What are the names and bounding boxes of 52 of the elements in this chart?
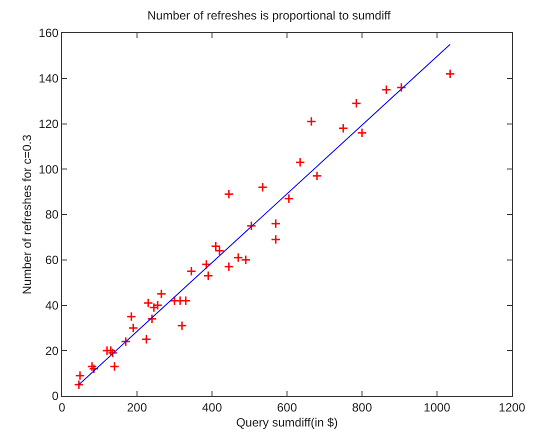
x-tick-label: 800 [352, 400, 372, 414]
point [201, 259, 212, 270]
point [126, 312, 136, 322]
chart-title: Number of refreshes is proportional to sumdiff [147, 8, 392, 22]
point [357, 128, 367, 138]
point [74, 380, 84, 390]
x-tick-label: 400 [202, 400, 222, 414]
y-tick-label: 80 [45, 208, 59, 222]
point [152, 300, 163, 310]
point [270, 234, 281, 244]
y-tick-label: 120 [38, 116, 59, 131]
point [351, 98, 362, 108]
point [240, 254, 251, 265]
y-tick-label: 40 [45, 298, 59, 312]
point [75, 370, 85, 381]
point [381, 84, 392, 95]
x-tick-label: 200 [126, 400, 148, 414]
y-tick-label: 160 [38, 26, 59, 40]
point [306, 116, 316, 126]
point [120, 336, 131, 346]
y-tick-label: 0 [52, 389, 59, 404]
point [87, 362, 97, 372]
point [284, 194, 294, 204]
point [312, 170, 322, 181]
x-tick-label: 1200 [498, 400, 526, 414]
point [295, 157, 306, 168]
point [224, 189, 234, 200]
point [128, 322, 138, 333]
point [270, 218, 281, 229]
x-axis-title: Query sumdiff(in $) [236, 415, 338, 430]
point [233, 252, 244, 263]
point [396, 82, 406, 92]
y-tick-label: 140 [38, 72, 59, 86]
point [177, 320, 187, 331]
point [186, 266, 196, 276]
point [246, 220, 256, 231]
y-tick-label: 20 [45, 344, 59, 358]
y-axis-title: Number of refreshes for c=0.3 [20, 134, 34, 294]
y-tick-label: 60 [45, 253, 59, 268]
point [203, 270, 214, 281]
x-tick-label: 1000 [424, 400, 451, 414]
point [258, 182, 268, 192]
point [445, 68, 456, 79]
point [338, 123, 348, 134]
point [147, 314, 157, 324]
point [88, 364, 99, 374]
y-tick-label: 100 [38, 162, 59, 176]
point [110, 362, 120, 372]
point [141, 334, 152, 344]
x-tick-label: 600 [276, 400, 298, 414]
point [224, 262, 234, 272]
point [156, 288, 166, 299]
